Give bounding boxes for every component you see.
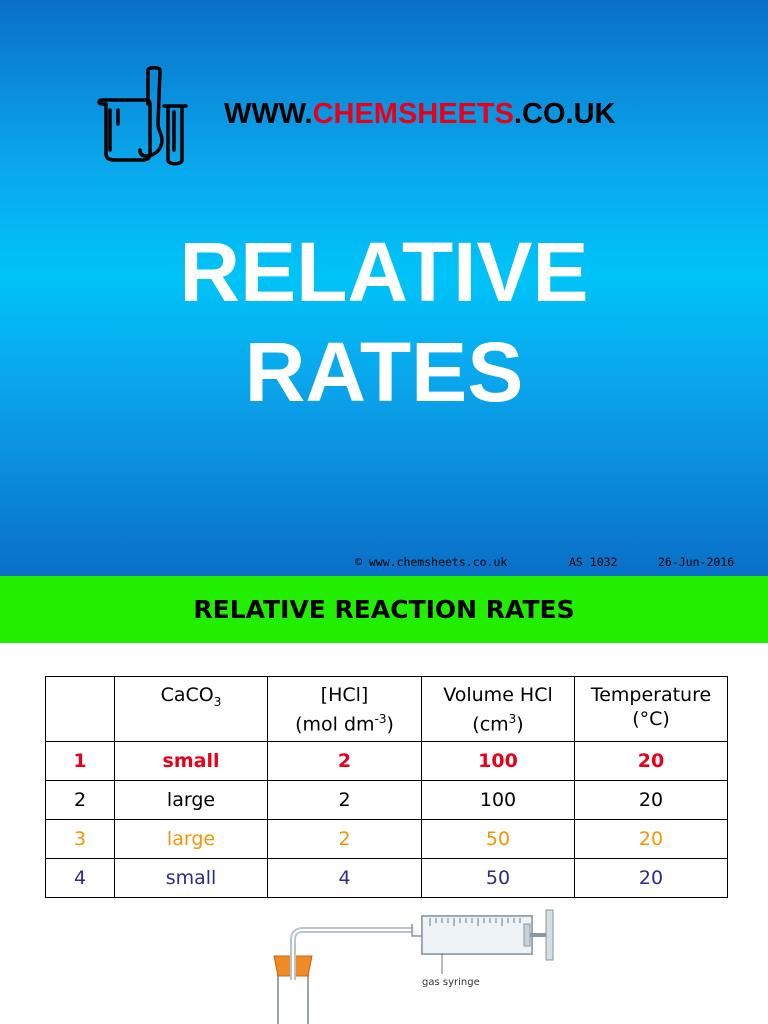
slide-title: RELATIVE RATES [0,222,768,422]
header-hcl-concentration: [HCl] (mol dm-3) [267,676,422,742]
site-url-suffix: .CO.UK [514,98,616,130]
section-header-bar: RELATIVE REACTION RATES [0,576,768,643]
cell-experiment-number: 3 [45,819,115,859]
cell-hcl: 2 [267,819,422,859]
header-volume-line-1: Volume HCl [443,684,553,706]
cell-caco3: small [114,858,268,898]
relative-rates-table: CaCO3 [HCl] (mol dm-3) Volume HCl (cm3) … [45,676,728,898]
cell-caco3: small [114,741,268,781]
cell-temperature: 20 [574,819,728,859]
header-volume-unit: (cm [472,713,509,736]
header-volume-line-2: (cm3) [422,707,574,736]
site-url-prefix: WWW. [224,98,313,130]
header-hcl-unit: (mol dm [295,713,375,736]
gas-syringe-label: gas syringe [422,977,480,988]
site-url[interactable]: WWW.CHEMSHEETS.CO.UK [224,98,616,131]
cell-temperature: 20 [574,780,728,820]
slide-title-line-1: RELATIVE [179,225,589,319]
table-row: 3 large 2 50 20 [45,819,728,859]
cell-volume: 50 [421,858,575,898]
header-hcl-line-2: (mol dm-3) [268,707,421,736]
header-hcl-close: ) [386,713,394,736]
header-temperature: Temperature (°C) [574,676,728,742]
header-volume-unit-power: 3 [508,712,517,726]
header-volume-close: ) [516,713,524,736]
cell-volume: 50 [421,819,575,859]
cell-hcl: 2 [267,780,422,820]
table-row: 4 small 4 50 20 [45,858,728,898]
footer-copyright: © www.chemsheets.co.uk [355,555,508,569]
laboratory-glassware-icon [97,66,188,166]
cell-caco3: large [114,780,268,820]
header-volume-hcl: Volume HCl (cm3) [421,676,575,742]
cell-experiment-number: 2 [45,780,115,820]
title-slide: WWW.CHEMSHEETS.CO.UK RELATIVE RATES © ww… [0,0,768,576]
header-temperature-line-1: Temperature [590,684,712,706]
header-caco3-subscript: 3 [213,694,222,709]
header-hcl-unit-power: -3 [374,712,387,726]
cell-experiment-number: 1 [45,741,115,781]
header-caco3-text: CaCO [160,684,214,706]
slide-title-line-2: RATES [244,325,524,419]
cell-hcl: 4 [267,858,422,898]
section-title: RELATIVE REACTION RATES [193,595,575,624]
header-temperature-line-2: (°C) [632,708,670,730]
footer-date: 26-Jun-2016 [658,555,735,569]
cell-volume: 100 [421,741,575,781]
site-url-brand: CHEMSHEETS [312,98,514,130]
gas-syringe-apparatus-icon [273,909,554,1024]
cell-temperature: 20 [574,858,728,898]
footer-code: AS 1032 [569,555,618,569]
cell-hcl: 2 [267,741,422,781]
header-caco3: CaCO3 [114,676,268,742]
header-experiment-number [45,676,115,742]
table-row: 1 small 2 100 20 [45,741,728,781]
cell-experiment-number: 4 [45,858,115,898]
header-hcl-line-1: [HCl] [320,684,369,706]
table-row: 2 large 2 100 20 [45,780,728,820]
cell-temperature: 20 [574,741,728,781]
cell-volume: 100 [421,780,575,820]
cell-caco3: large [114,819,268,859]
table-header-row: CaCO3 [HCl] (mol dm-3) Volume HCl (cm3) … [45,676,728,742]
